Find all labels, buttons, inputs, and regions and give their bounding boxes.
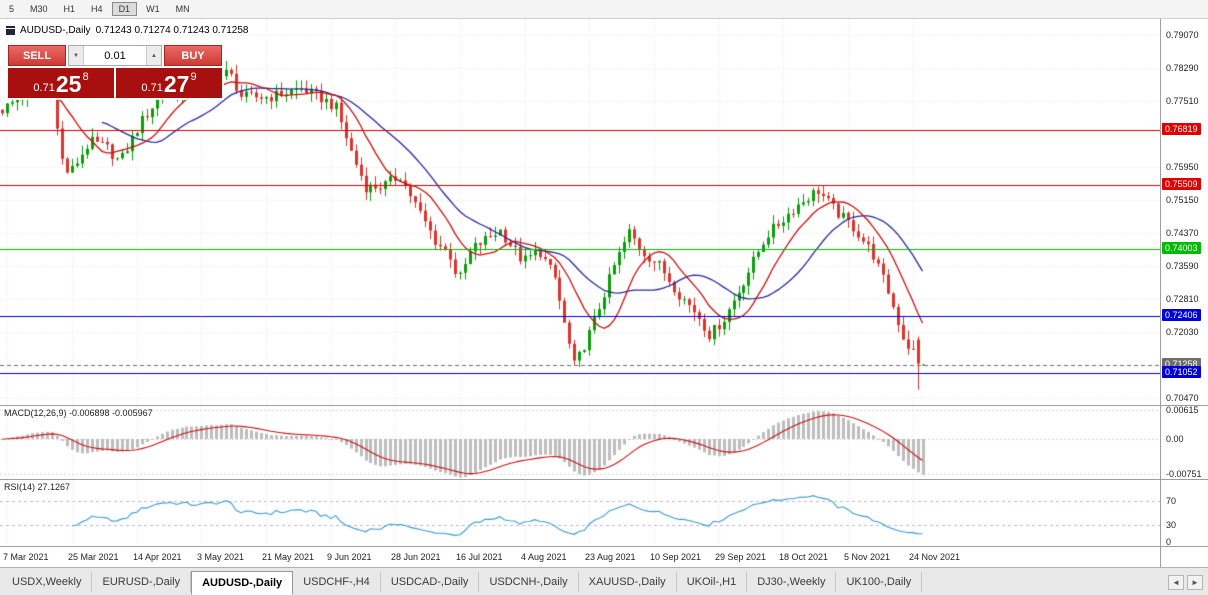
main-chart-pane[interactable]: AUDUSD-,Daily 0.71243 0.71274 0.71243 0.… bbox=[0, 19, 1160, 405]
timeframe-button-m30[interactable]: M30 bbox=[30, 4, 48, 14]
rsi-axis-tick: 30 bbox=[1166, 520, 1177, 530]
price-level-label: 0.75509 bbox=[1162, 178, 1201, 190]
chart-tab-bar: USDX,Weekly EURUSD-,Daily AUDUSD-,Daily USD… bbox=[0, 567, 1208, 595]
date-axis-label: 4 Aug 2021 bbox=[521, 552, 567, 562]
date-axis-label: 5 Nov 2021 bbox=[844, 552, 891, 562]
macd-label: MACD(12,26,9) -0.006898 -0.005967 bbox=[4, 408, 153, 418]
volume-decrease-icon[interactable]: ▼ bbox=[69, 46, 84, 65]
sell-price-display[interactable]: 0.71 25 8 bbox=[8, 68, 114, 98]
price-axis-tick: 0.70470 bbox=[1166, 393, 1199, 403]
time-axis: 7 Mar 2021 25 Mar 2021 14 Apr 2021 3 May 20… bbox=[0, 547, 1160, 567]
chart-icon bbox=[6, 26, 15, 35]
buy-price-sup: 9 bbox=[190, 71, 197, 83]
timeframe-toolbar: 5 M30 H1 H4 D1 W1 MN bbox=[0, 0, 1208, 19]
chart-tab-audusd-daily[interactable]: AUDUSD-,Daily bbox=[191, 571, 294, 595]
timeframe-button-5[interactable]: 5 bbox=[9, 4, 15, 14]
timeframe-button-h4[interactable]: H4 bbox=[91, 4, 103, 14]
tab-scroll-left-icon[interactable]: ◄ bbox=[1168, 575, 1184, 590]
volume-control: ▼ ▲ bbox=[68, 45, 162, 66]
price-axis-tick: 0.73590 bbox=[1166, 261, 1199, 271]
price-axis-tick: 0.75150 bbox=[1166, 195, 1199, 205]
chart-tab-uk100-daily[interactable]: UK100-,Daily bbox=[836, 572, 923, 592]
rsi-axis-tick: 70 bbox=[1166, 496, 1177, 506]
chart-tab-usdchf-h4[interactable]: USDCHF-,H4 bbox=[293, 572, 381, 592]
date-axis-label: 10 Sep 2021 bbox=[650, 552, 702, 562]
macd-axis-tick: -0.00751 bbox=[1166, 469, 1202, 479]
buy-price-prefix: 0.71 bbox=[141, 82, 163, 94]
chart-tab-usdcnh-daily[interactable]: USDCNH-,Daily bbox=[479, 572, 579, 592]
date-axis-label: 24 Nov 2021 bbox=[909, 552, 961, 562]
sell-price-prefix: 0.71 bbox=[33, 82, 55, 94]
rsi-chart-canvas[interactable] bbox=[0, 480, 1160, 546]
tab-scroll-right-icon[interactable]: ► bbox=[1187, 575, 1203, 590]
date-axis-label: 14 Apr 2021 bbox=[133, 552, 182, 562]
sell-price-big: 25 bbox=[55, 71, 82, 97]
pane-separator[interactable] bbox=[0, 546, 1208, 547]
timeframe-button-w1[interactable]: W1 bbox=[146, 4, 160, 14]
price-level-label: 0.74003 bbox=[1162, 242, 1201, 254]
price-axis-tick: 0.75950 bbox=[1166, 162, 1199, 172]
chart-tab-usdcad-daily[interactable]: USDCAD-,Daily bbox=[381, 572, 480, 592]
price-axis-tick: 0.79070 bbox=[1166, 30, 1199, 40]
timeframe-button-mn[interactable]: MN bbox=[175, 4, 190, 14]
date-axis-label: 9 Jun 2021 bbox=[327, 552, 372, 562]
chart-header: AUDUSD-,Daily 0.71243 0.71274 0.71243 0.… bbox=[6, 25, 249, 36]
volume-input[interactable] bbox=[84, 46, 146, 65]
rsi-pane[interactable]: RSI(14) 27.1267 bbox=[0, 480, 1160, 546]
sell-price-sup: 8 bbox=[82, 71, 89, 83]
price-level-label: 0.72406 bbox=[1162, 309, 1201, 321]
buy-price-display[interactable]: 0.71 27 9 bbox=[116, 68, 222, 98]
tab-scroll: ◄ ► bbox=[1168, 575, 1206, 590]
date-axis-label: 25 Mar 2021 bbox=[68, 552, 119, 562]
date-axis-label: 21 May 2021 bbox=[262, 552, 315, 562]
date-axis-label: 29 Sep 2021 bbox=[715, 552, 767, 562]
volume-increase-icon[interactable]: ▲ bbox=[146, 46, 161, 65]
chart-region: AUDUSD-,Daily 0.71243 0.71274 0.71243 0.… bbox=[0, 19, 1208, 567]
chart-symbol: AUDUSD-,Daily bbox=[20, 25, 91, 36]
price-axis-tick: 0.74370 bbox=[1166, 228, 1199, 238]
macd-pane[interactable]: MACD(12,26,9) -0.006898 -0.005967 bbox=[0, 406, 1160, 479]
price-axis: 0.79070 0.78290 0.77510 0.75950 0.75150 0.743… bbox=[1160, 19, 1208, 567]
macd-chart-canvas[interactable] bbox=[0, 406, 1160, 479]
chart-tab-xauusd-daily[interactable]: XAUUSD-,Daily bbox=[579, 572, 677, 592]
rsi-axis-tick: 0 bbox=[1166, 537, 1172, 547]
chart-tab-ukoil-h1[interactable]: UKOil-,H1 bbox=[677, 572, 748, 592]
chart-tab-dj30-weekly[interactable]: DJ30-,Weekly bbox=[747, 572, 837, 592]
date-axis-label: 16 Jul 2021 bbox=[456, 552, 503, 562]
one-click-trading-panel: SELL ▼ ▲ BUY 0.71 25 8 0.71 bbox=[6, 43, 224, 100]
sell-button[interactable]: SELL bbox=[8, 45, 66, 66]
tab-list: USDX,Weekly EURUSD-,Daily AUDUSD-,Daily USD… bbox=[2, 568, 923, 595]
price-level-label: 0.76819 bbox=[1162, 123, 1201, 135]
price-level-label: 0.71052 bbox=[1162, 366, 1201, 378]
date-axis-label: 28 Jun 2021 bbox=[391, 552, 441, 562]
chart-tab-usdx-weekly[interactable]: USDX,Weekly bbox=[2, 572, 93, 592]
pane-separator[interactable] bbox=[0, 479, 1208, 480]
date-axis-label: 3 May 2021 bbox=[197, 552, 245, 562]
macd-axis-tick: 0.00 bbox=[1166, 434, 1184, 444]
date-axis-label: 23 Aug 2021 bbox=[585, 552, 636, 562]
pane-separator[interactable] bbox=[0, 405, 1208, 406]
macd-axis-tick: 0.00615 bbox=[1166, 405, 1199, 415]
price-axis-tick: 0.78290 bbox=[1166, 63, 1199, 73]
timeframe-button-h1[interactable]: H1 bbox=[63, 4, 76, 14]
date-axis-label: 7 Mar 2021 bbox=[3, 552, 49, 562]
date-axis-label: 18 Oct 2021 bbox=[779, 552, 829, 562]
price-axis-tick: 0.72030 bbox=[1166, 327, 1199, 337]
price-axis-tick: 0.77510 bbox=[1166, 96, 1199, 106]
rsi-label: RSI(14) 27.1267 bbox=[4, 482, 71, 492]
buy-button[interactable]: BUY bbox=[164, 45, 222, 66]
chart-ohlc: 0.71243 0.71274 0.71243 0.71258 bbox=[95, 25, 249, 36]
price-axis-tick: 0.72810 bbox=[1166, 294, 1199, 304]
chart-tab-eurusd-daily[interactable]: EURUSD-,Daily bbox=[92, 572, 192, 592]
buy-price-big: 27 bbox=[163, 71, 190, 97]
timeframe-button-d1[interactable]: D1 bbox=[111, 2, 138, 16]
